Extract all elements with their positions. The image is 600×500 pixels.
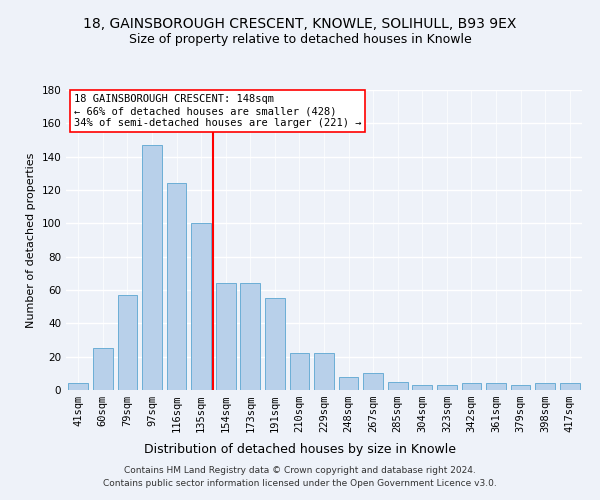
Bar (339, 376, 358, 390)
Text: Distribution of detached houses by size in Knowle: Distribution of detached houses by size … (144, 442, 456, 456)
Bar (511, 385, 530, 390)
Bar (93, 348, 113, 390)
Bar (535, 384, 555, 390)
Bar (314, 354, 334, 390)
Bar (486, 384, 506, 390)
Bar (412, 385, 432, 390)
Bar (216, 284, 236, 390)
Text: Contains HM Land Registry data © Crown copyright and database right 2024.
Contai: Contains HM Land Registry data © Crown c… (103, 466, 497, 487)
Text: 18 GAINSBOROUGH CRESCENT: 148sqm
← 66% of detached houses are smaller (428)
34% : 18 GAINSBOROUGH CRESCENT: 148sqm ← 66% o… (74, 94, 361, 128)
Bar (461, 384, 481, 390)
Bar (290, 354, 309, 390)
Bar (142, 145, 162, 390)
Text: Size of property relative to detached houses in Knowle: Size of property relative to detached ho… (128, 32, 472, 46)
Y-axis label: Number of detached properties: Number of detached properties (26, 152, 36, 328)
Bar (167, 184, 187, 390)
Bar (364, 374, 383, 390)
Text: 18, GAINSBOROUGH CRESCENT, KNOWLE, SOLIHULL, B93 9EX: 18, GAINSBOROUGH CRESCENT, KNOWLE, SOLIH… (83, 18, 517, 32)
Bar (265, 298, 284, 390)
Bar (118, 295, 137, 390)
Bar (437, 385, 457, 390)
Bar (191, 224, 211, 390)
Bar (241, 284, 260, 390)
Bar (388, 382, 407, 390)
Bar (560, 384, 580, 390)
Bar (68, 384, 88, 390)
